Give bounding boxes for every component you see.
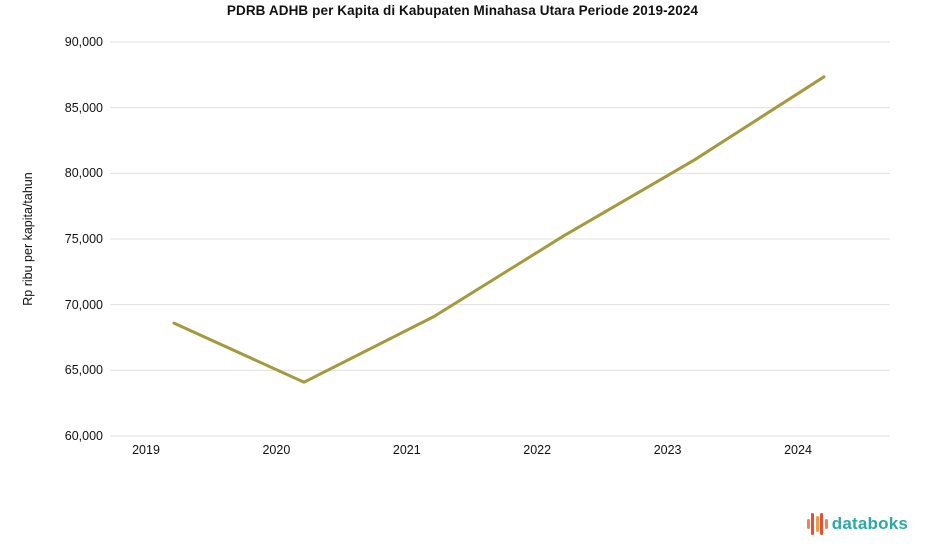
gridlines xyxy=(110,41,890,437)
y-tick-label: 70,000 xyxy=(64,297,103,312)
y-tick-label: 80,000 xyxy=(64,166,103,181)
logo-bar xyxy=(824,519,828,529)
y-tick-label: 90,000 xyxy=(64,35,103,49)
x-tick-label: 2021 xyxy=(392,443,421,457)
x-tick-label: 2022 xyxy=(523,443,552,457)
chart-title: PDRB ADHB per Kapita di Kabupaten Minaha… xyxy=(226,3,699,18)
databoks-logo: databoks xyxy=(806,511,908,537)
logo-bar xyxy=(806,519,810,529)
logo-bar xyxy=(820,513,824,535)
data-line-pdrb-per-kapita xyxy=(172,75,826,384)
y-tick-label: 75,000 xyxy=(64,232,103,246)
logo-bar xyxy=(815,516,819,532)
y-tick-label: 65,000 xyxy=(64,363,103,378)
x-tick-label: 2024 xyxy=(784,443,812,457)
x-tick-label: 2020 xyxy=(262,443,291,457)
x-tick-label: 2019 xyxy=(132,443,160,457)
logo-bar xyxy=(811,513,815,535)
y-tick-label: 60,000 xyxy=(64,429,103,443)
x-tick-label: 2023 xyxy=(653,443,682,457)
databoks-bars-icon xyxy=(806,511,828,537)
y-tick-label: 85,000 xyxy=(64,100,103,115)
databoks-logo-text: databoks xyxy=(831,514,908,533)
